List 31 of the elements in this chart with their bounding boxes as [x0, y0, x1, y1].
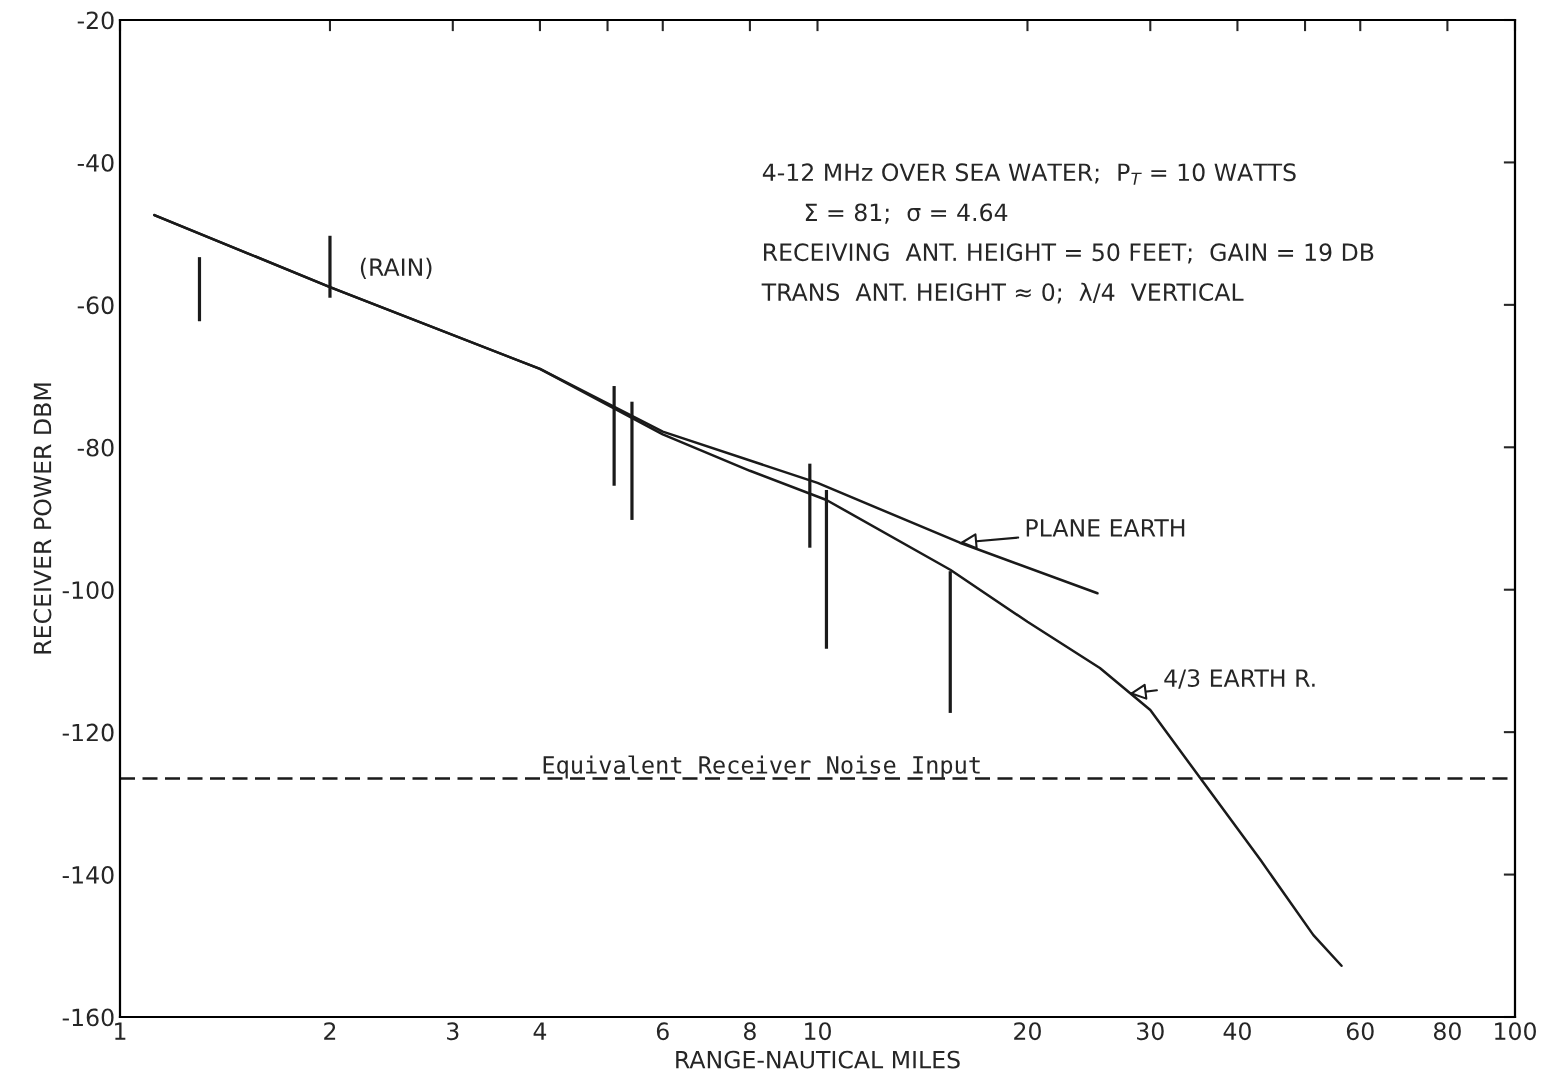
x-tick-label: 20	[1014, 1022, 1041, 1041]
x-axis-title: RANGE-NAUTICAL MILES	[676, 1050, 960, 1069]
y-tick-label: -80	[77, 438, 114, 457]
x-tick-label: 10	[805, 1022, 831, 1041]
x-tick-label: 100	[1495, 1022, 1536, 1041]
annotation: PLANE EARTH	[1026, 519, 1185, 537]
x-tick-label: 4	[533, 1022, 547, 1040]
x-tick-label: 3	[447, 1022, 459, 1041]
x-tick-label: 2	[324, 1022, 336, 1040]
y-tick-label: -160	[62, 1008, 114, 1027]
annotation: 4-12 MHz OVER SEA WATER; P$_{T}$ = 10 WATTS	[762, 163, 1296, 185]
annotation: Σ = 81; σ = 4.64	[805, 203, 1008, 224]
x-tick-label: 40	[1223, 1022, 1251, 1041]
annotation: TRANS ANT. HEIGHT ≈ 0; λ/4 VERTICAL	[761, 282, 1244, 304]
x-tick-label: 6	[656, 1022, 669, 1041]
y-tick-label: -60	[77, 296, 114, 315]
annotation: RECEIVING ANT. HEIGHT = 50 FEET; GAIN = 19 DB	[764, 243, 1374, 264]
x-tick-label: 1	[115, 1022, 126, 1040]
y-tick-label: -140	[62, 866, 114, 884]
y-tick-label: -40	[77, 153, 114, 172]
x-tick-label: 60	[1346, 1022, 1374, 1041]
y-axis-title: RECEIVER POWER DBM	[33, 383, 52, 654]
y-tick-label: -120	[62, 723, 114, 742]
y-tick-label: -20	[77, 11, 114, 30]
annotation: (RAIN)	[360, 257, 432, 279]
x-tick-label: 80	[1433, 1022, 1461, 1041]
x-tick-label: 30	[1137, 1022, 1164, 1041]
x-tick-label: 8	[744, 1022, 756, 1041]
y-tick-label: -100	[62, 581, 114, 600]
ref-line-label: Equivalent Receiver Noise Input	[543, 755, 980, 779]
annotation: 4/3 EARTH R.	[1164, 669, 1315, 689]
